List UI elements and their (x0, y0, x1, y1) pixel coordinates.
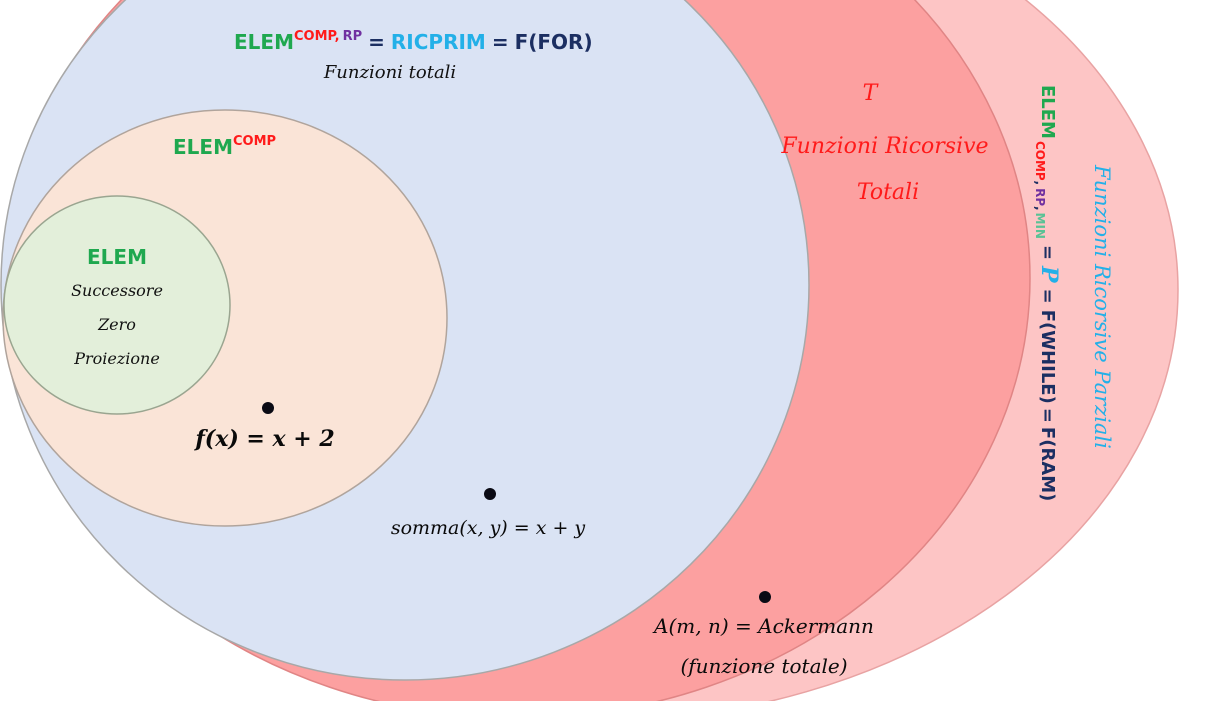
label-ackermann: A(m, n) = Ackermann (652, 614, 874, 638)
elem-item-zero: Zero (97, 315, 136, 334)
point-somma (484, 488, 496, 500)
label-somma: somma(x, y) = x + y (391, 517, 586, 539)
label-ackermann-note: (funzione totale) (680, 654, 847, 678)
totali-line1: Funzioni Ricorsive (780, 134, 988, 159)
label-f: f(x) = x + 2 (193, 426, 334, 452)
partial-side-label: Funzioni Ricorsive Parziali (1090, 164, 1114, 449)
ricprim-title: ELEMCOMP, RP = RICPRIM = F(FOR) (234, 29, 593, 54)
ricprim-subtitle: Funzioni totali (323, 62, 456, 83)
elem-item-successore: Successore (71, 281, 163, 300)
point-ackermann (759, 591, 771, 603)
totali-symbol: T (863, 81, 880, 106)
elem-title: ELEM (87, 245, 147, 269)
point-f (262, 402, 274, 414)
elem-set (4, 196, 230, 414)
totali-line2: Totali (857, 180, 919, 205)
elem-item-proiezione: Proiezione (73, 349, 160, 368)
